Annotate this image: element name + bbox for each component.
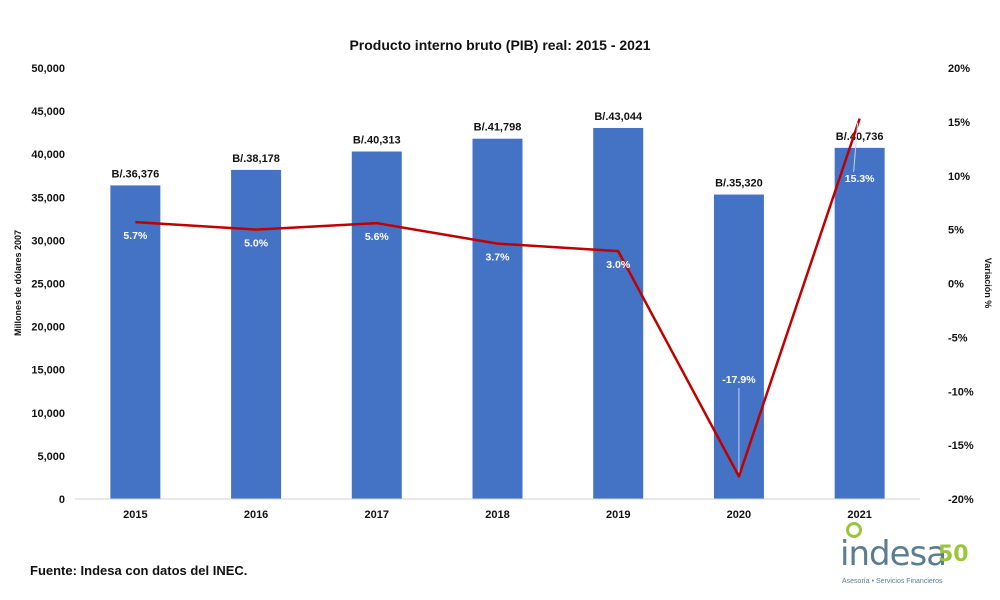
x-axis: 2015 2016 2017 2018 2019 2020 2021 [75,498,920,521]
y2-tick-label: -10% [948,386,974,398]
y2-tick-label: 15% [948,117,970,129]
y-tick-label: 50,000 [31,63,65,75]
bar [472,138,523,499]
x-tick-label: 2015 [123,509,147,521]
logo-number: 50 [938,542,969,567]
right-axis: -20% -15% -10% -5% 0% 5% 10% 15% 20% [948,63,974,506]
line-value-label: 15.3% [845,173,875,185]
line-value-label: -17.9% [722,374,756,386]
y-tick-label: 40,000 [31,149,65,161]
bar [593,127,644,499]
bar [834,147,885,499]
y-tick-label: 45,000 [31,106,65,118]
bar-value-label: B/.35,320 [715,178,763,190]
y2-axis-label: Variación % [983,258,993,309]
line-value-label: 5.0% [244,238,269,250]
y-tick-label: 0 [59,494,65,506]
x-tick-label: 2016 [244,509,268,521]
logo-word: indesa [840,534,947,574]
y2-tick-label: 0% [948,279,964,291]
line-value-label: 5.6% [365,231,390,243]
line-value-label: 5.7% [123,230,148,242]
bar-value-label: B/.43,044 [594,111,643,123]
source-note: Fuente: Indesa con datos del INEC. [30,563,248,578]
y-tick-label: 25,000 [31,279,65,291]
bar-series: B/.36,376 B/.38,178 B/.40,313 B/.41,798 B/.4… [110,111,885,499]
y2-tick-label: -20% [948,494,974,506]
line-value-label: 3.7% [486,252,511,264]
y2-tick-label: 20% [948,63,970,75]
bar-value-label: B/.38,178 [232,153,280,165]
line-series: 5.7% 5.0% 5.6% 3.7% 3.0% -17.9% 15.3% [123,118,875,478]
x-tick-label: 2017 [365,509,389,521]
y-tick-label: 35,000 [31,192,65,204]
logo-mark-icon [846,522,862,538]
line-value-label: 3.0% [606,259,631,271]
bar [351,151,402,499]
bar-value-label: B/.36,376 [112,168,160,180]
y-tick-label: 15,000 [31,365,65,377]
y2-tick-label: -15% [948,440,974,452]
chart-title: Producto interno bruto (PIB) real: 2015 … [349,37,650,53]
y-tick-label: 30,000 [31,235,65,247]
bar [231,169,282,499]
bar-value-label: B/.41,798 [474,122,522,134]
bar-value-label: B/.40,313 [353,135,401,147]
y-tick-label: 20,000 [31,322,65,334]
y-tick-label: 10,000 [31,408,65,420]
x-tick-label: 2021 [847,509,871,521]
y2-tick-label: 10% [948,171,970,183]
left-axis: 0 5,000 10,000 15,000 20,000 25,000 30,000 35,0… [31,63,65,506]
x-tick-label: 2018 [485,509,509,521]
logo-tagline: Asesoría • Servicios Financieros [842,578,943,585]
y-axis-label: Millones de dólares 2007 [13,230,23,336]
bar [110,185,161,499]
x-tick-label: 2019 [606,509,630,521]
y2-tick-label: 5% [948,225,964,237]
indesa-logo: indesa 50 Asesoría • Servicios Financier… [838,520,978,590]
x-tick-label: 2020 [727,509,751,521]
y-tick-label: 5,000 [37,451,65,463]
leader-line [853,122,859,173]
y2-tick-label: -5% [948,332,968,344]
bar-value-label: B/.40,736 [836,131,884,143]
